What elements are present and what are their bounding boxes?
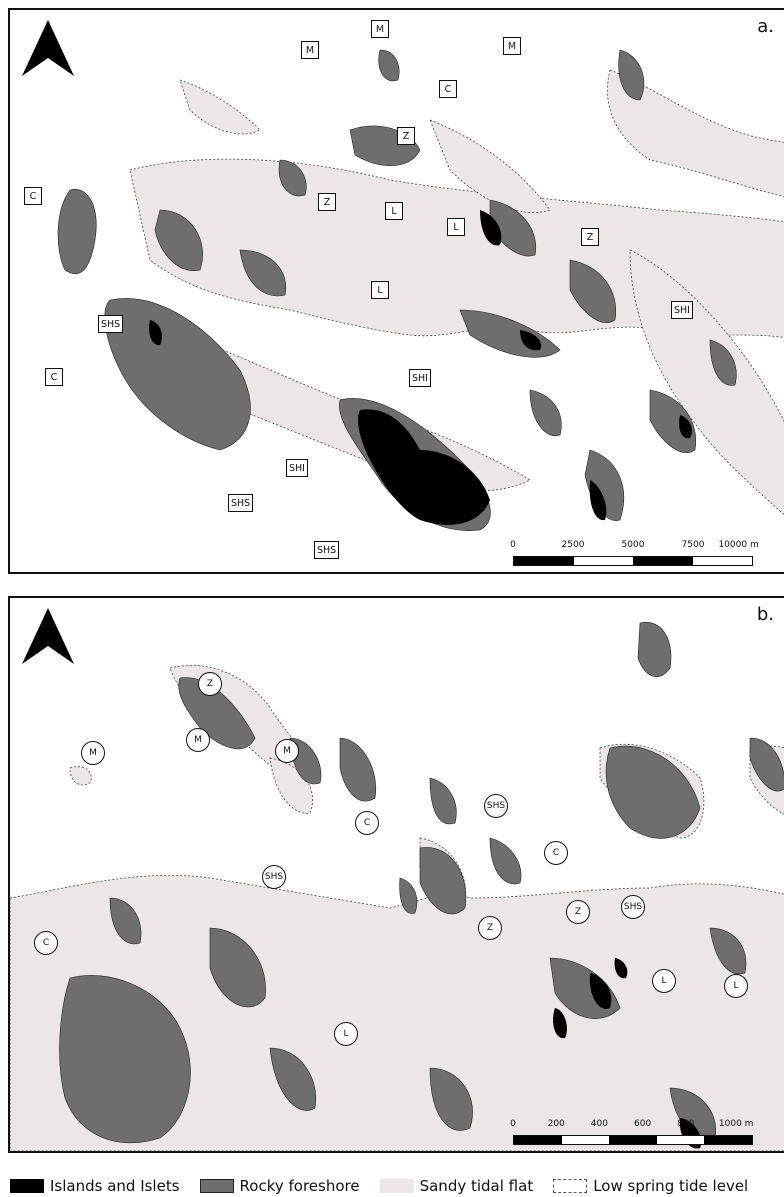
north-arrow [22, 20, 74, 76]
scale-tick: 7500 [681, 540, 705, 550]
scale-bar-b: 0 200 400 600 800 1000 m [510, 1119, 754, 1145]
habitat-label: SHS [484, 794, 508, 818]
habitat-label: Z [566, 900, 590, 924]
legend-label: Sandy tidal flat [419, 1177, 534, 1195]
habitat-label: M [371, 20, 389, 38]
habitat-label: M [301, 41, 319, 59]
habitat-label: SHI [409, 369, 431, 387]
scale-tick: 200 [547, 1119, 565, 1129]
legend-item-low-spring-tide: Low spring tide level [553, 1177, 748, 1195]
habitat-label: SHS [262, 865, 286, 889]
habitat-label: L [334, 1022, 358, 1046]
habitat-label: Z [478, 916, 502, 940]
map-panel-b: b. 0 200 400 600 800 1000 m [8, 596, 784, 1153]
habitat-label: SHI [286, 459, 308, 477]
habitat-label: M [81, 741, 105, 765]
map-a-canvas [22, 20, 784, 531]
scale-tick: 1000 m [718, 1119, 754, 1129]
habitat-label: Z [198, 672, 222, 696]
habitat-label: L [371, 281, 389, 299]
habitat-label: Z [581, 228, 599, 246]
dashed-outline-swatch-icon [553, 1179, 588, 1193]
panel-a-label: a. [757, 16, 774, 37]
islands-and-islets-areas [149, 210, 692, 525]
habitat-label: L [652, 969, 676, 993]
scale-bar-a: 0 2500 5000 7500 10000 m [510, 540, 759, 566]
habitat-label: SHS [314, 541, 340, 559]
scale-tick: 600 [634, 1119, 652, 1129]
scale-tick: 0 [510, 540, 516, 550]
legend-label: Islands and Islets [50, 1177, 180, 1195]
map-b-canvas [10, 608, 784, 1151]
habitat-label: M [503, 37, 521, 55]
legend-label: Rocky foreshore [239, 1177, 360, 1195]
scale-tick: 10000 m [718, 540, 759, 550]
light-pink-swatch-icon [379, 1179, 414, 1193]
map-legend: Islands and Islets Rocky foreshore Sandy… [10, 1177, 784, 1195]
legend-item-islands: Islands and Islets [10, 1177, 180, 1195]
habitat-label: SHS [228, 494, 254, 512]
habitat-label: C [45, 368, 63, 386]
scale-tick: 5000 [621, 540, 645, 550]
scale-tick: 400 [590, 1119, 608, 1129]
habitat-label: Z [318, 193, 336, 211]
habitat-label: C [355, 811, 379, 835]
habitat-label: SHS [98, 315, 124, 333]
habitat-label: C [544, 841, 568, 865]
habitat-label: L [447, 218, 465, 236]
habitat-label: Z [397, 127, 415, 145]
north-arrow [22, 608, 74, 664]
habitat-label: M [186, 728, 210, 752]
scale-tick: 0 [510, 1119, 516, 1129]
scale-tick: 2500 [561, 540, 585, 550]
habitat-label: L [385, 202, 403, 220]
dark-grey-swatch-icon [199, 1179, 234, 1193]
habitat-label: SHI [671, 301, 693, 319]
habitat-label: C [24, 187, 42, 205]
legend-label: Low spring tide level [593, 1177, 749, 1195]
panel-b-label: b. [756, 604, 774, 625]
scale-tick: 800 [677, 1119, 695, 1129]
habitat-label: L [724, 974, 748, 998]
habitat-label: C [34, 931, 58, 955]
legend-item-rocky-foreshore: Rocky foreshore [199, 1177, 360, 1195]
solid-black-swatch-icon [10, 1179, 44, 1193]
map-panel-a: a. 0 2500 5000 7500 10000 m [8, 8, 784, 574]
habitat-label: C [439, 80, 457, 98]
habitat-label: M [275, 739, 299, 763]
habitat-label: SHS [621, 895, 645, 919]
legend-item-sandy-tidal-flat: Sandy tidal flat [379, 1177, 534, 1195]
